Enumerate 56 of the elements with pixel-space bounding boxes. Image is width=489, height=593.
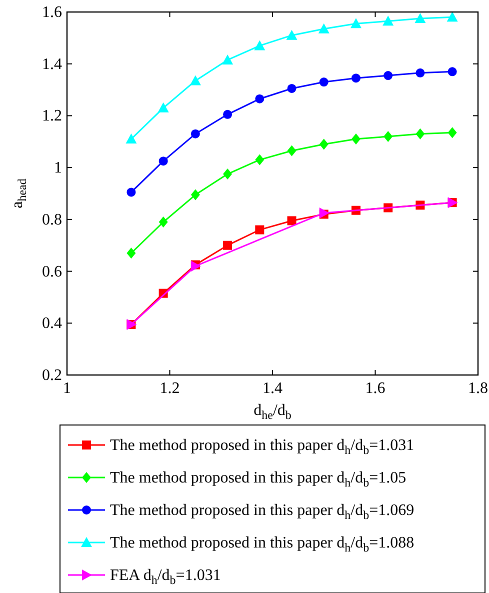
y-tick-label: 0.4: [42, 315, 62, 332]
point: [255, 154, 264, 166]
point: [351, 134, 360, 145]
legend-label: The method proposed in this paper d$_{h}$/d$_{b}$=1.031: [110, 437, 414, 457]
point: [223, 168, 232, 180]
point: [126, 188, 136, 197]
x-axis-title: d$_{he}$/d$_{b}$: [254, 402, 292, 422]
point: [158, 216, 168, 228]
point: [319, 207, 330, 218]
point: [254, 40, 266, 50]
point: [287, 84, 296, 93]
legend-label: The method proposed in this paper d$_{h}$/d$_{b}$=1.088: [110, 534, 414, 554]
point: [190, 189, 200, 200]
point: [158, 156, 168, 166]
point: [416, 68, 425, 78]
point: [223, 110, 232, 119]
point: [448, 67, 457, 76]
point: [350, 18, 362, 28]
point: [416, 128, 425, 140]
point: [190, 75, 201, 86]
point: [382, 16, 394, 26]
point: [446, 12, 458, 22]
point: [222, 54, 234, 64]
y-tick-label: 0.2: [42, 367, 62, 384]
point: [223, 240, 232, 250]
point: [319, 78, 328, 87]
point: [318, 23, 330, 34]
y-tick-label: 0.8: [42, 211, 62, 228]
legend-label: The method proposed in this paper d$_{h}$/d$_{b}$=1.05: [110, 470, 406, 490]
point: [255, 94, 264, 104]
y-tick-label: 0.6: [42, 263, 62, 280]
point: [287, 145, 296, 156]
x-tick-label: 1.4: [262, 380, 282, 397]
legend-label: The method proposed in this paper d$_{h}$/d$_{b}$=1.069: [110, 502, 414, 522]
y-tick-label: 1.4: [42, 56, 62, 73]
point: [414, 12, 426, 23]
point: [126, 248, 136, 259]
y-tick-label: 1: [54, 160, 62, 177]
point: [384, 71, 393, 80]
y-tick-label: 1.6: [42, 4, 62, 21]
x-tick-label: 1.6: [365, 380, 386, 397]
point: [126, 134, 137, 144]
x-tick-label: 1.8: [468, 380, 488, 397]
point: [190, 129, 200, 138]
legend-label: FEA d$_{h}$/d$_{b}$=1.031: [110, 567, 221, 587]
point: [158, 102, 169, 112]
point: [255, 225, 264, 234]
y-tick-label: 1.2: [42, 108, 62, 125]
point: [190, 260, 201, 272]
point: [384, 130, 393, 142]
point: [286, 30, 298, 40]
x-tick-label: 1.2: [160, 380, 180, 397]
point: [319, 138, 328, 150]
point: [287, 216, 296, 226]
point: [448, 127, 457, 138]
point: [351, 74, 360, 83]
